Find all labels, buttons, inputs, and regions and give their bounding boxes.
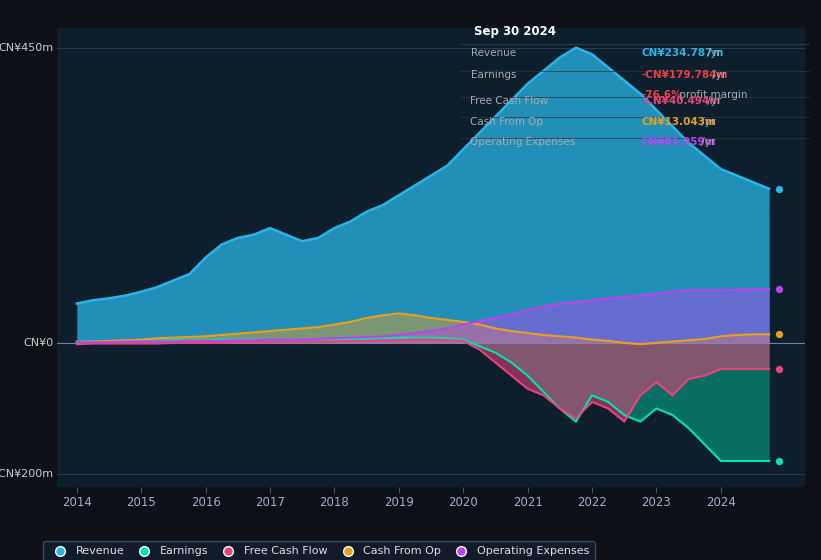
Point — [773, 184, 786, 193]
Text: /yr: /yr — [704, 96, 721, 106]
Text: CN¥13.043m: CN¥13.043m — [642, 116, 717, 127]
Text: Revenue: Revenue — [470, 48, 516, 58]
Text: /yr: /yr — [698, 116, 715, 127]
Text: -CN¥200m: -CN¥200m — [0, 469, 53, 479]
Text: CN¥0: CN¥0 — [24, 338, 53, 348]
Legend: Revenue, Earnings, Free Cash Flow, Cash From Op, Operating Expenses: Revenue, Earnings, Free Cash Flow, Cash … — [44, 541, 594, 560]
Text: -CN¥179.784m: -CN¥179.784m — [642, 70, 728, 80]
Text: Operating Expenses: Operating Expenses — [470, 137, 576, 147]
Text: CN¥81.959m: CN¥81.959m — [642, 137, 717, 147]
Text: Sep 30 2024: Sep 30 2024 — [474, 25, 556, 38]
Text: Cash From Op: Cash From Op — [470, 116, 544, 127]
Text: profit margin: profit margin — [676, 90, 747, 100]
Text: /yr: /yr — [704, 48, 721, 58]
Text: /yr: /yr — [709, 70, 727, 80]
Text: /yr: /yr — [698, 137, 715, 147]
Text: Free Cash Flow: Free Cash Flow — [470, 96, 548, 106]
Point — [773, 456, 786, 465]
Text: CN¥234.787m: CN¥234.787m — [642, 48, 724, 58]
Text: CN¥450m: CN¥450m — [0, 43, 53, 53]
Text: -CN¥40.494m: -CN¥40.494m — [642, 96, 722, 106]
Point — [773, 365, 786, 374]
Point — [773, 284, 786, 293]
Text: Earnings: Earnings — [470, 70, 516, 80]
Point — [773, 330, 786, 339]
Text: -76.6%: -76.6% — [642, 90, 682, 100]
